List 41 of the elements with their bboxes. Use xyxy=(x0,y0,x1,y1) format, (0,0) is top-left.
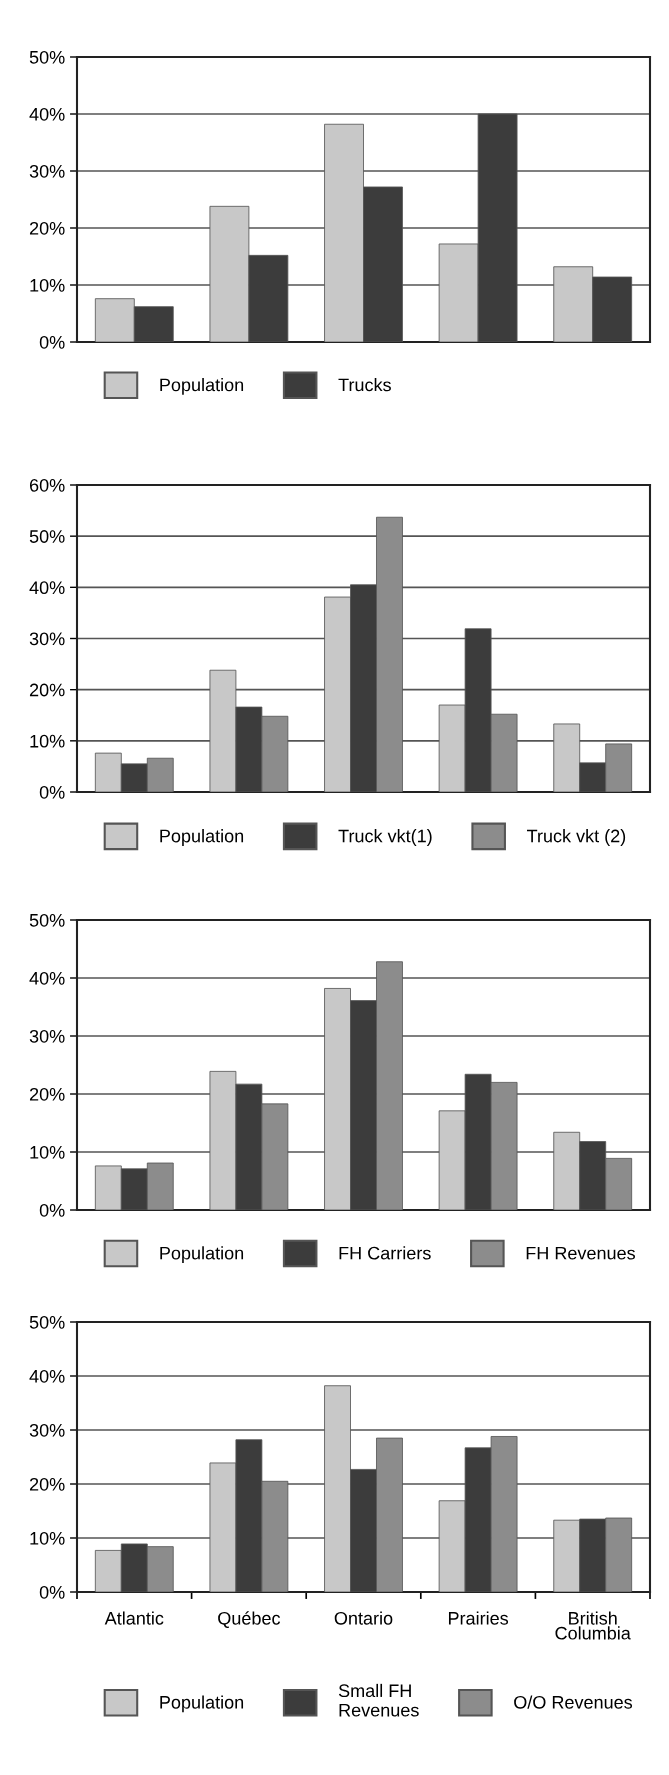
x-tick-label: Ontario xyxy=(334,1611,393,1625)
y-tick-label: 50% xyxy=(29,1315,65,1329)
y-tick-label: 60% xyxy=(29,478,65,492)
legend-label: FH Revenues xyxy=(526,1246,635,1260)
y-tick-label: 30% xyxy=(29,1423,65,1437)
y-tick-label: 10% xyxy=(30,734,65,748)
legend-label: Population xyxy=(160,829,244,846)
y-tick-label: 0% xyxy=(39,1585,65,1599)
y-tick-label: 0% xyxy=(39,1203,65,1217)
legend-label: Small FH Revenues xyxy=(338,1683,419,1717)
x-tick-label: British Columbia xyxy=(555,1611,631,1640)
y-tick-label: 40% xyxy=(29,1369,65,1383)
y-tick-label: 10% xyxy=(30,278,65,292)
y-tick-label: 20% xyxy=(29,1477,65,1491)
y-tick-label: 20% xyxy=(29,1087,65,1101)
legend-label: Population xyxy=(160,1246,244,1264)
y-tick-label: 20% xyxy=(29,221,65,235)
legend-label: Population xyxy=(160,378,244,395)
y-tick-label: 10% xyxy=(30,1531,65,1545)
y-tick-label: 50% xyxy=(29,50,65,64)
y-tick-label: 50% xyxy=(29,530,65,543)
legend-label: Truck vkt (2) xyxy=(527,829,626,846)
y-tick-label: 0% xyxy=(39,785,65,799)
legend-label: Trucks xyxy=(338,378,391,392)
y-tick-label: 30% xyxy=(29,164,65,178)
x-tick-label: Québec xyxy=(218,1611,281,1628)
y-tick-label: 50% xyxy=(29,913,65,927)
y-tick-label: 30% xyxy=(29,1029,65,1043)
y-tick-label: 40% xyxy=(29,107,65,121)
legend-label: Truck vkt(1) xyxy=(338,829,432,846)
y-tick-label: 40% xyxy=(29,971,65,985)
legend-label: Population xyxy=(160,1695,244,1713)
legend-label: FH Carriers xyxy=(339,1246,431,1260)
legend-label: O/O Revenues xyxy=(514,1695,633,1709)
y-tick-label: 0% xyxy=(39,335,65,349)
y-tick-label: 40% xyxy=(29,581,65,595)
y-tick-label: 20% xyxy=(29,683,65,697)
x-tick-label: Atlantic xyxy=(104,1611,164,1625)
y-tick-label: 30% xyxy=(29,632,65,646)
y-tick-label: 10% xyxy=(30,1145,65,1159)
x-tick-label: Prairies xyxy=(448,1611,509,1625)
